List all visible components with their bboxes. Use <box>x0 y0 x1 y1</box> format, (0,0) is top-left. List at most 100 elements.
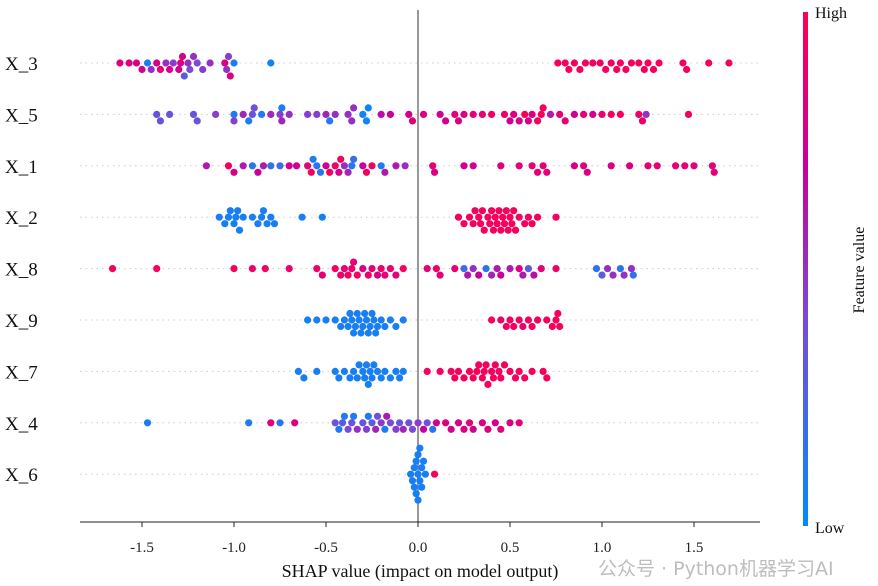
shap-point <box>629 271 637 279</box>
shap-point <box>510 207 518 215</box>
shap-point <box>386 265 394 273</box>
shap-point <box>515 265 523 273</box>
shap-point <box>640 65 648 74</box>
shap-point <box>313 110 321 118</box>
shap-point <box>313 367 321 375</box>
shap-point <box>627 59 636 67</box>
shap-point <box>353 374 361 382</box>
shap-point <box>488 367 496 375</box>
shap-point <box>206 59 214 67</box>
shap-point <box>116 59 124 67</box>
shap-point <box>521 110 529 118</box>
shap-point <box>153 110 161 118</box>
shap-point <box>304 110 312 118</box>
shap-point <box>309 155 317 163</box>
shap-point <box>469 162 477 170</box>
shap-point <box>537 265 545 273</box>
shap-point <box>331 110 339 118</box>
shap-point <box>497 425 505 433</box>
shap-point <box>392 162 400 170</box>
shap-point <box>245 117 253 125</box>
shap-point <box>500 361 509 369</box>
shap-point <box>250 104 258 112</box>
shap-point <box>285 110 293 118</box>
shap-point <box>491 213 499 221</box>
shap-point <box>337 271 345 279</box>
shap-point <box>534 117 542 125</box>
shap-point <box>153 265 161 273</box>
shap-point <box>476 220 485 228</box>
shap-point <box>156 65 164 74</box>
shap-point <box>609 271 617 279</box>
shap-point <box>313 265 321 273</box>
shap-point <box>304 316 312 324</box>
shap-point <box>543 374 551 382</box>
x-tick-label: 1.5 <box>685 540 704 556</box>
shap-point <box>215 213 223 221</box>
shap-point <box>359 162 367 170</box>
shap-point <box>316 168 325 176</box>
shap-point <box>589 110 597 118</box>
shap-point <box>364 104 372 112</box>
shap-point <box>410 464 418 472</box>
shap-point <box>381 322 389 331</box>
shap-point <box>226 72 234 80</box>
shap-point <box>230 59 238 67</box>
shap-point <box>224 162 233 170</box>
shap-point <box>524 316 533 324</box>
shap-point <box>340 162 348 170</box>
shap-point <box>377 374 385 382</box>
shap-point <box>521 220 529 228</box>
shap-point <box>368 162 376 170</box>
shap-point <box>497 162 505 170</box>
shap-point <box>471 207 479 215</box>
shap-point <box>362 425 371 433</box>
shap-point <box>340 412 348 420</box>
shap-point <box>464 271 472 279</box>
shap-point <box>162 59 170 67</box>
shap-point <box>488 110 496 118</box>
shap-point <box>469 220 477 228</box>
shap-point <box>528 367 536 375</box>
shap-point <box>392 425 400 433</box>
shap-point <box>276 110 284 118</box>
shap-point <box>318 213 326 221</box>
shap-point <box>156 117 164 125</box>
shap-point <box>478 419 486 427</box>
shap-point <box>649 65 658 74</box>
shap-point <box>377 419 385 427</box>
shap-point <box>705 59 713 67</box>
shap-point <box>125 59 133 67</box>
shap-point <box>482 265 490 273</box>
shap-point <box>362 361 371 369</box>
shap-point <box>506 316 514 324</box>
shap-point <box>362 168 371 176</box>
shap-point <box>350 258 358 266</box>
shap-point <box>607 110 615 118</box>
shap-point <box>447 367 455 375</box>
shap-point <box>392 271 400 279</box>
x-tick-label: -1.0 <box>222 540 246 556</box>
shap-point <box>147 65 155 74</box>
shap-point <box>221 59 229 67</box>
watermark: 公众号 · Python机器学习AI <box>598 558 834 580</box>
shap-point <box>554 59 562 67</box>
shap-point <box>524 117 533 125</box>
shap-point <box>254 168 262 176</box>
shap-point <box>263 220 271 228</box>
shap-point <box>530 271 538 279</box>
shap-point <box>460 110 468 118</box>
shap-point <box>348 265 356 273</box>
shap-point <box>607 59 615 67</box>
shap-point <box>570 110 579 118</box>
shap-point <box>626 162 634 170</box>
shap-point <box>436 110 444 118</box>
shap-point <box>416 444 424 452</box>
shap-point <box>552 316 560 324</box>
shap-point <box>177 59 185 67</box>
shap-point <box>480 226 488 234</box>
shap-point <box>465 367 474 375</box>
shap-point <box>534 213 542 221</box>
shap-point <box>528 220 536 228</box>
